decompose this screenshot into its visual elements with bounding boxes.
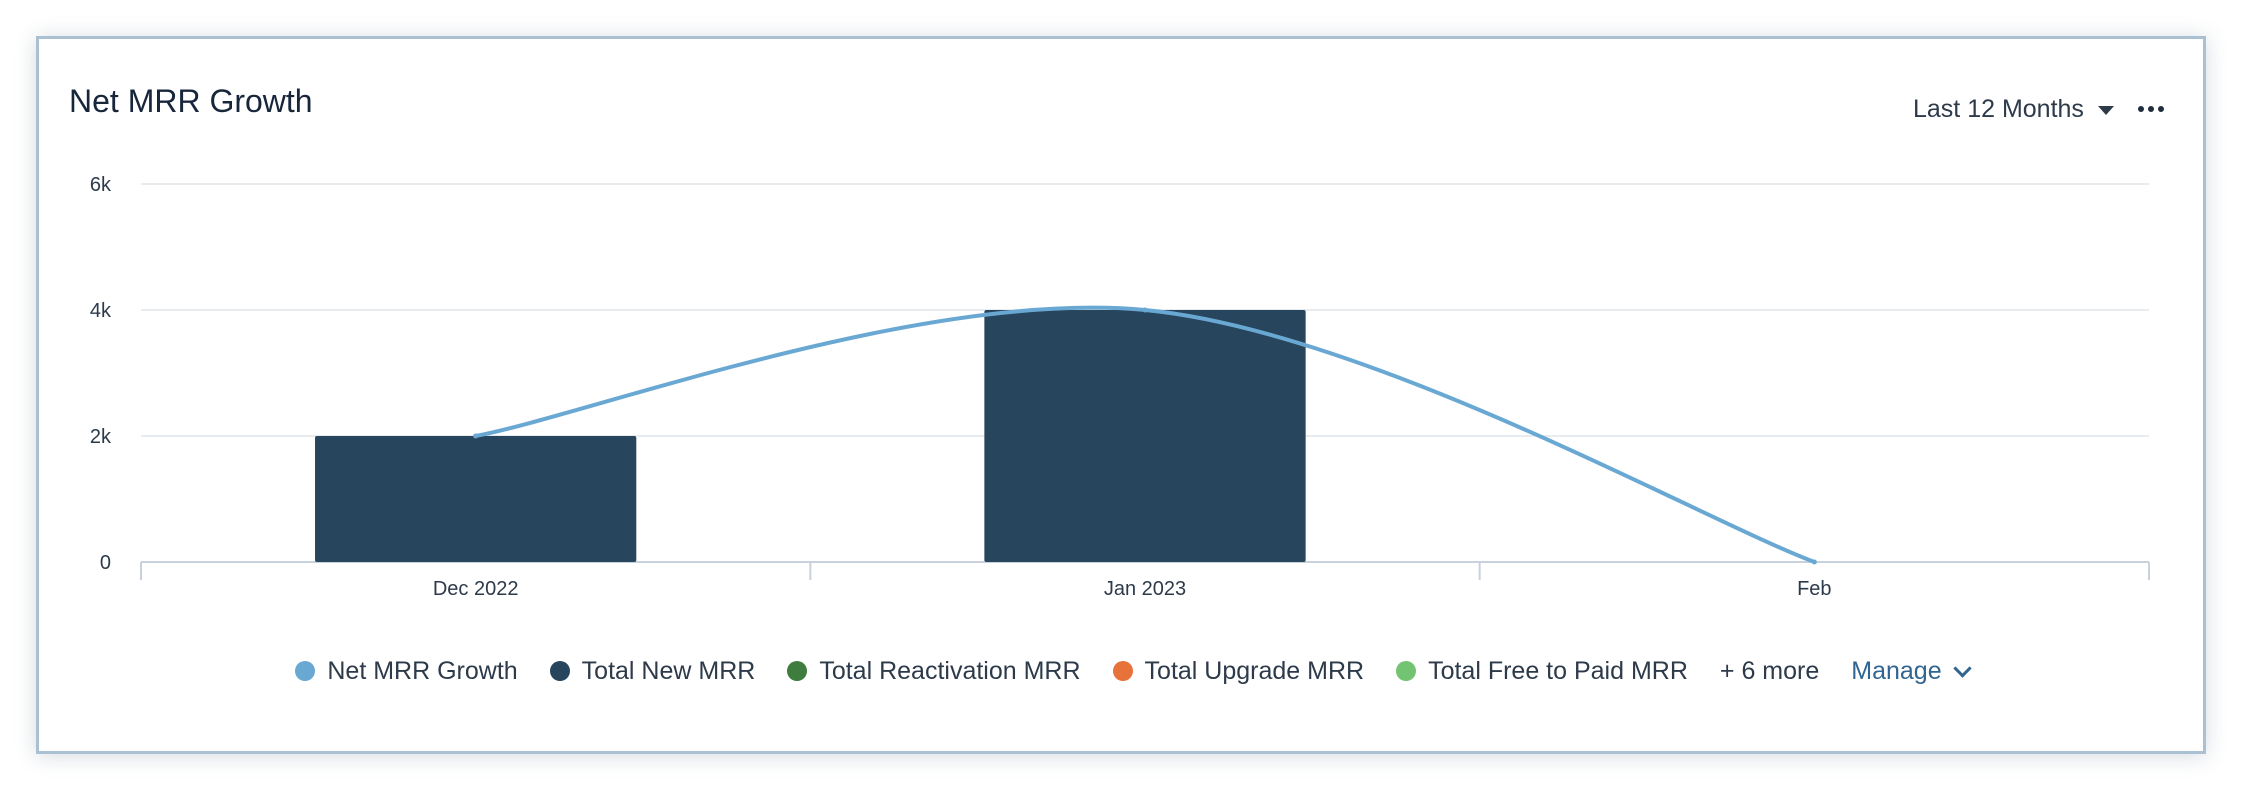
manage-label: Manage xyxy=(1851,656,1942,685)
legend-swatch xyxy=(1396,661,1417,681)
x-tick-label: Jan 2023 xyxy=(1104,578,1186,600)
legend-label: Total Free to Paid MRR xyxy=(1428,656,1688,685)
legend-more-link[interactable]: + 6 more xyxy=(1719,656,1820,685)
legend-label: Total Reactivation MRR xyxy=(819,656,1081,685)
legend-label: Net MRR Growth xyxy=(327,656,518,685)
chart-card: Net MRR Growth Last 12 Months 0 2k 4k 6k Dec… xyxy=(36,36,2206,754)
legend-label: Total Upgrade MRR xyxy=(1144,656,1365,685)
caret-down-icon xyxy=(2097,105,2114,115)
bar xyxy=(984,310,1306,562)
legend-label: Total New MRR xyxy=(581,656,756,685)
manage-series-button[interactable]: Manage xyxy=(1851,656,1972,686)
legend-swatch xyxy=(1112,661,1133,681)
legend-item-total-upgrade-mrr[interactable]: Total Upgrade MRR xyxy=(1112,656,1365,686)
date-range-label: Last 12 Months xyxy=(1913,94,2084,123)
more-horizontal-icon xyxy=(2138,106,2144,112)
chart-legend: Net MRR Growth Total New MRR Total React… xyxy=(39,649,2209,693)
y-tick-label: 2k xyxy=(90,426,112,448)
y-tick-label: 6k xyxy=(90,174,112,196)
chevron-down-icon xyxy=(1952,658,1972,678)
legend-swatch xyxy=(549,661,570,681)
chart-plot-area: 0 2k 4k 6k Dec 2022 Jan 2023 Feb xyxy=(90,174,2150,600)
y-tick-label: 0 xyxy=(100,552,111,574)
date-range-dropdown[interactable]: Last 12 Months xyxy=(1913,89,2114,129)
line-point xyxy=(1811,559,1817,565)
legend-item-total-free-to-paid-mrr[interactable]: Total Free to Paid MRR xyxy=(1396,657,1688,686)
line-point xyxy=(473,433,479,439)
legend-swatch xyxy=(295,661,316,681)
legend-item-net-mrr-growth[interactable]: Net MRR Growth xyxy=(295,656,518,686)
line-point xyxy=(1142,307,1148,313)
more-horizontal-icon xyxy=(2158,106,2164,112)
more-horizontal-icon xyxy=(2148,106,2154,112)
chart-title: Net MRR Growth xyxy=(69,83,313,119)
more-options-button[interactable] xyxy=(2131,89,2171,129)
y-tick-label: 4k xyxy=(90,300,112,322)
x-tick-label: Feb xyxy=(1797,578,1831,600)
x-tick-label: Dec 2022 xyxy=(433,578,519,600)
legend-swatch xyxy=(787,661,808,681)
legend-item-total-new-mrr[interactable]: Total New MRR xyxy=(549,656,756,686)
bar xyxy=(315,436,637,562)
legend-item-total-reactivation-mrr[interactable]: Total Reactivation MRR xyxy=(787,656,1081,686)
